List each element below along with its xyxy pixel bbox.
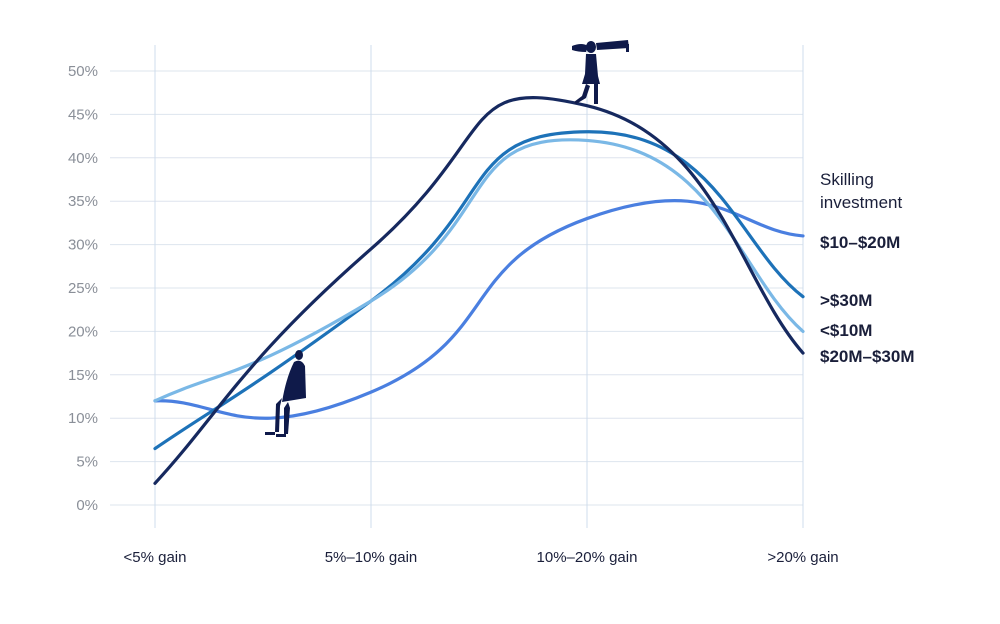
series-line-1 [153,130,805,451]
y-tick-label: 15% [68,367,98,384]
x-tick-label: <5% gain [124,549,187,566]
y-tick-label: 35% [68,193,98,210]
legend-title: Skilling investment [820,170,902,212]
y-tick-label: 50% [68,63,98,80]
y-tick-label: 10% [68,410,98,427]
x-tick-label: 10%–20% gain [537,549,638,566]
sitting-person-icon [265,350,306,437]
y-tick-label: 25% [68,280,98,297]
y-tick-label: 45% [68,106,98,123]
y-tick-label: 30% [68,237,98,254]
legend-entry: $10–$20M [820,233,900,252]
legend-entry: >$30M [820,291,872,310]
series-line-2 [153,138,805,403]
series-lines [153,96,805,485]
legend-entry: $20M–$30M [820,347,915,366]
x-tick-label: >20% gain [767,549,838,566]
y-axis-ticks: 0% 5% 10% 15% 20% 25% 30% 35% 40% 45% 50% [68,63,98,514]
x-tick-label: 5%–10% gain [325,549,418,566]
series-line-3 [153,96,805,485]
y-tick-label: 0% [76,497,98,514]
person-with-telescope-icon [572,40,629,104]
legend-entry: <$10M [820,321,872,340]
y-tick-label: 40% [68,150,98,167]
x-axis-ticks: <5% gain 5%–10% gain 10%–20% gain >20% gain [124,549,839,566]
y-tick-label: 5% [76,454,98,471]
y-tick-label: 20% [68,323,98,340]
chart-grid [110,45,804,528]
legend: Skilling investment $10–$20M >$30M <$10M $20M… [820,170,915,366]
